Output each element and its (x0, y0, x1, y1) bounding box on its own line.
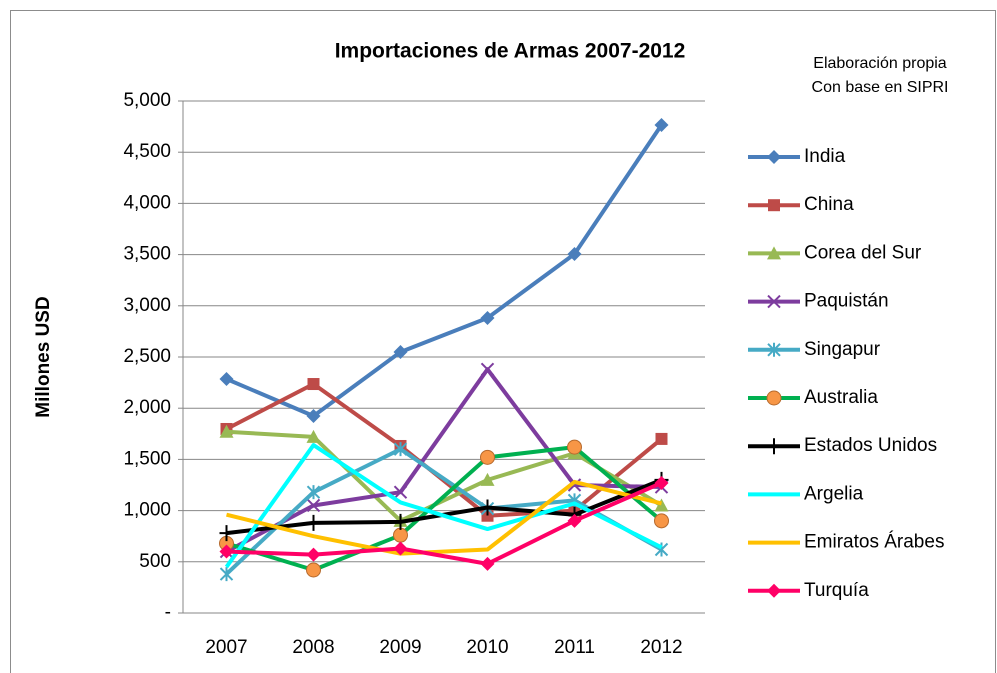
marker (306, 498, 321, 513)
marker (393, 485, 408, 499)
chart-frame (10, 10, 996, 673)
marker (306, 429, 321, 443)
marker (767, 246, 781, 260)
legend-label: China (804, 194, 854, 215)
y-tick-label: 3,500 (123, 244, 171, 265)
legend-label: Estados Unidos (804, 435, 937, 456)
marker (567, 246, 582, 261)
legend-label: Australia (804, 387, 878, 408)
marker (766, 390, 782, 406)
marker (654, 513, 669, 529)
marker (393, 513, 408, 530)
legend-label: Argelia (804, 483, 864, 504)
marker (219, 424, 234, 438)
series-line (224, 443, 663, 569)
y-tick-label: 1,000 (123, 500, 171, 521)
marker (306, 547, 321, 562)
legend-label: Emiratos Árabes (804, 532, 944, 553)
x-tick-label: 2012 (640, 637, 682, 658)
marker (767, 342, 781, 357)
marker (768, 199, 780, 212)
marker (307, 378, 320, 391)
annotation: Elaboración propia (813, 55, 947, 72)
y-tick-label: 4,500 (123, 141, 171, 162)
y-tick-label: 3,000 (123, 295, 171, 316)
x-tick-label: 2008 (292, 637, 334, 658)
marker (767, 150, 781, 164)
marker (767, 294, 781, 309)
marker (767, 583, 781, 598)
marker (481, 509, 494, 522)
marker (654, 475, 669, 490)
marker (767, 438, 781, 455)
legend-label: India (804, 146, 846, 167)
marker (480, 362, 495, 376)
legend-label: Singapur (804, 339, 881, 360)
marker (393, 527, 408, 543)
x-tick-label: 2011 (554, 637, 595, 658)
marker (567, 513, 582, 528)
marker (654, 498, 669, 512)
marker (219, 525, 234, 542)
marker (306, 485, 321, 500)
marker (654, 117, 669, 132)
marker (480, 472, 495, 486)
marker (306, 562, 321, 578)
y-tick-label: 2,000 (123, 397, 171, 418)
marker (480, 310, 495, 325)
legend-label: Turquía (804, 580, 869, 601)
marker (393, 344, 408, 359)
marker (306, 514, 321, 531)
marker (567, 439, 582, 455)
y-tick-label: 1,500 (123, 448, 171, 469)
marker (655, 432, 668, 445)
annotation: Con base en SIPRI (812, 79, 949, 96)
y-tick-label: - (165, 602, 171, 623)
chart-title: Importaciones de Armas 2007-2012 (335, 40, 686, 63)
y-tick-label: 4,000 (123, 192, 171, 213)
marker (480, 499, 495, 516)
y-tick-label: 500 (139, 551, 171, 572)
marker (219, 544, 234, 559)
x-tick-label: 2010 (466, 637, 508, 658)
legend-label: Paquistán (804, 291, 889, 312)
marker (393, 541, 408, 556)
y-axis-label: Millones USD (33, 296, 54, 417)
series-line (225, 123, 664, 418)
series-line (226, 479, 662, 556)
marker (219, 567, 234, 582)
series-line (226, 481, 663, 566)
marker (306, 408, 321, 423)
legend-label: Corea del Sur (804, 242, 922, 263)
marker (219, 372, 234, 387)
marker (480, 556, 495, 571)
series-line (225, 445, 663, 572)
marker (480, 449, 495, 465)
y-tick-label: 2,500 (123, 346, 171, 367)
x-tick-label: 2009 (379, 637, 421, 658)
y-tick-label: 5,000 (123, 90, 171, 111)
marker (393, 442, 408, 457)
x-tick-label: 2007 (205, 637, 247, 658)
